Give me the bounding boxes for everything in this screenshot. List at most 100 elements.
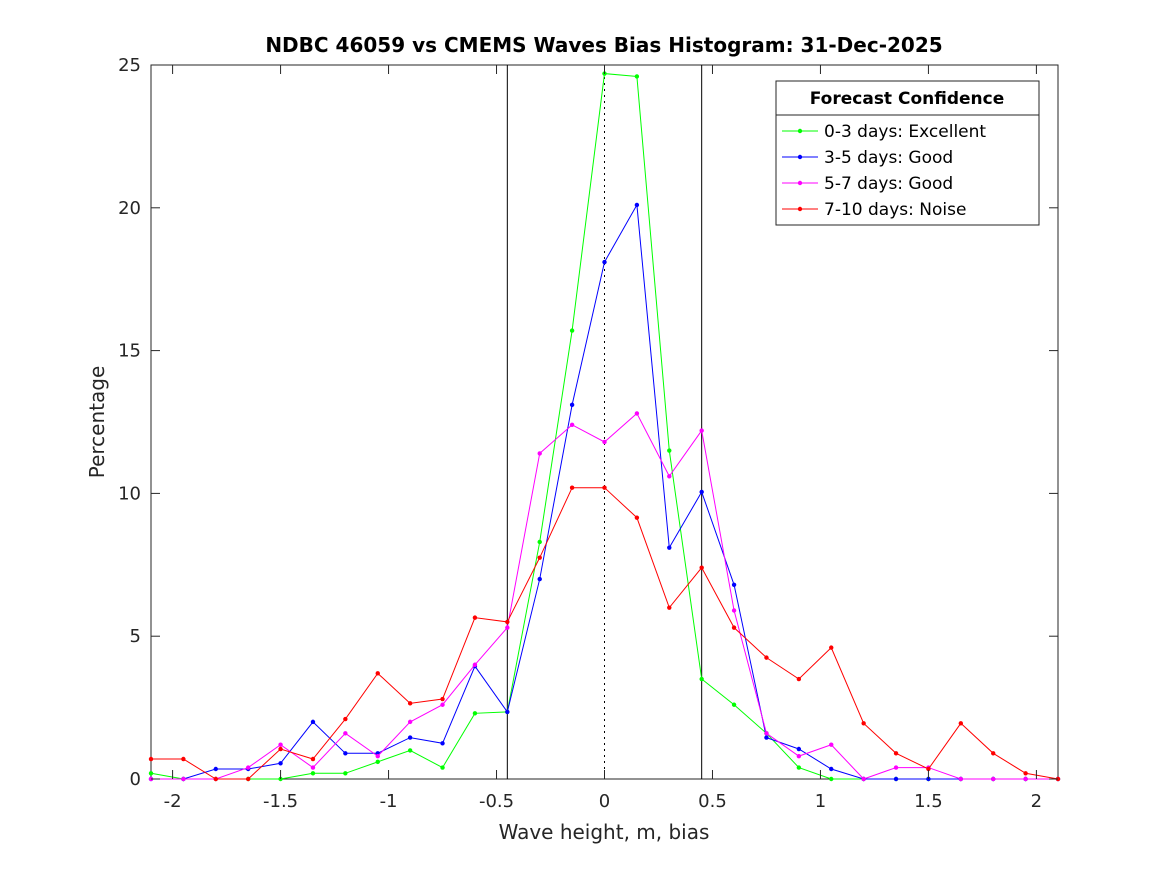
series-3-point-12 xyxy=(537,555,542,560)
series-1-point-16 xyxy=(667,545,672,550)
x-tick-label-8: 2 xyxy=(1031,791,1042,812)
series-3-point-15 xyxy=(634,515,640,520)
legend-entry-0: 0-3 days: Excellent xyxy=(782,122,986,142)
series-3-point-9 xyxy=(440,696,445,702)
x-tick-label-7: 1.5 xyxy=(914,791,943,812)
series-0-point-16 xyxy=(667,448,672,453)
legend-entries: 0-3 days: Excellent 3-5 days: Good 5-7 day… xyxy=(782,122,986,220)
legend-label-0: 0-3 days: Excellent xyxy=(824,122,986,142)
legend-entry-3: 7-10 days: Noise xyxy=(782,200,966,220)
series-0-point-21 xyxy=(829,776,834,782)
series-3-point-2 xyxy=(213,776,218,782)
series-0-point-6 xyxy=(343,771,348,776)
series-2-point-25 xyxy=(958,776,964,782)
series-0-point-9 xyxy=(440,765,445,770)
series-2-point-26 xyxy=(991,776,996,782)
series-1-point-5 xyxy=(310,719,316,725)
x-tick-label-5: 0.5 xyxy=(698,791,727,812)
series-2-point-7 xyxy=(375,753,380,759)
series-1-point-21 xyxy=(829,766,834,772)
y-tick-label-5: 25 xyxy=(118,55,141,76)
series-2-point-16 xyxy=(667,474,672,479)
series-3-point-18 xyxy=(731,625,737,630)
series-3-point-19 xyxy=(764,655,769,660)
reference-lines xyxy=(506,65,703,779)
series-0-point-0 xyxy=(148,771,154,776)
series-2 xyxy=(148,411,1061,782)
series-3-point-22 xyxy=(861,721,866,726)
series-3-point-11 xyxy=(505,619,510,625)
series-2-point-22 xyxy=(861,776,866,782)
series-2-point-13 xyxy=(569,422,575,428)
ticks-group xyxy=(151,64,1058,780)
series-1-point-15 xyxy=(634,202,640,208)
series-3-point-23 xyxy=(893,751,899,756)
x-tick-label-0: -2 xyxy=(164,791,182,812)
series-3-point-4 xyxy=(278,746,283,752)
series-3-point-13 xyxy=(569,485,575,490)
series-0-point-15 xyxy=(634,74,640,79)
series-2-point-6 xyxy=(343,731,348,736)
y-tick-label-2: 10 xyxy=(118,483,141,504)
series-3-point-8 xyxy=(407,701,413,706)
x-tick-label-4: 0 xyxy=(599,791,610,812)
series-0-point-7 xyxy=(375,759,380,765)
series-2-point-9 xyxy=(440,702,445,707)
series-1-point-14 xyxy=(602,259,607,265)
series-0-point-12 xyxy=(537,539,542,545)
legend-label-1: 3-5 days: Good xyxy=(824,148,953,168)
y-tick-label-3: 15 xyxy=(118,341,141,362)
series-2-point-21 xyxy=(829,742,834,747)
series-1-point-17 xyxy=(699,489,704,495)
series-0-point-8 xyxy=(407,748,413,753)
series-2-point-27 xyxy=(1023,776,1028,782)
series-2-point-23 xyxy=(893,765,899,770)
series-3-point-3 xyxy=(245,776,251,782)
series-1-point-13 xyxy=(569,402,575,408)
legend-label-3: 7-10 days: Noise xyxy=(824,200,966,220)
series-1-point-6 xyxy=(343,751,348,756)
series-1-point-11 xyxy=(505,709,510,715)
series-2-point-17 xyxy=(699,428,704,433)
series-1-point-19 xyxy=(764,735,769,740)
series-3-point-14 xyxy=(602,485,607,490)
series-2-point-11 xyxy=(505,625,510,630)
series-0-point-10 xyxy=(472,711,478,716)
series-2-point-12 xyxy=(537,451,542,456)
series-1-point-2 xyxy=(213,766,218,772)
series-3-point-0 xyxy=(148,756,154,762)
legend-title-box xyxy=(775,80,1040,116)
series-2-point-3 xyxy=(245,765,251,770)
series-0-point-20 xyxy=(796,765,802,770)
series-3-point-26 xyxy=(991,751,996,756)
series-3-point-21 xyxy=(829,645,834,650)
series-2-point-19 xyxy=(764,731,769,736)
series-1-point-20 xyxy=(796,746,802,752)
y-axis-label: Percentage xyxy=(85,366,109,479)
legend-entry-1: 3-5 days: Good xyxy=(782,148,953,168)
series-3-point-17 xyxy=(699,565,704,570)
x-tick-label-3: -0.5 xyxy=(479,791,514,812)
series-0-point-13 xyxy=(569,328,575,333)
series-3-point-16 xyxy=(667,605,672,610)
series-3 xyxy=(148,485,1061,782)
legend-swatch-marker-0 xyxy=(797,128,803,134)
series-2-point-8 xyxy=(407,719,413,725)
series-3-point-10 xyxy=(472,615,478,620)
y-tick-label-4: 20 xyxy=(118,198,141,219)
series-0-point-18 xyxy=(731,702,737,707)
series-1-point-8 xyxy=(407,735,413,740)
x-tick-label-6: 1 xyxy=(815,791,826,812)
y-tick-label-0: 0 xyxy=(130,769,141,790)
series-1-point-4 xyxy=(278,761,283,766)
series-3-point-5 xyxy=(310,756,316,762)
legend-entries-box xyxy=(775,114,1040,226)
series-1-point-18 xyxy=(731,582,737,587)
series-3-point-6 xyxy=(343,716,348,722)
series-1-point-23 xyxy=(893,776,899,782)
series-3-point-24 xyxy=(926,766,931,772)
legend-title: Forecast Confidence xyxy=(810,89,1005,109)
series-3-point-20 xyxy=(796,676,802,682)
legend-swatch-marker-1 xyxy=(797,154,803,160)
